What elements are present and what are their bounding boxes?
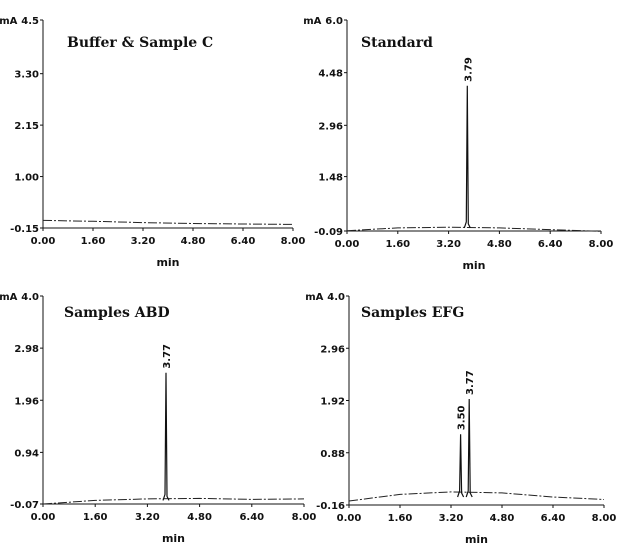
panel-1: -0.15 1.00 2.15 3.30 4.5mA 0.00 1.60 3.20 4.80 6.… [0,16,305,269]
x-tick-label: 4.80 [487,239,512,250]
y-tick-label: -0.16 [316,501,345,512]
x-tick-label: 8.00 [281,236,306,247]
x-axis-title: min [162,532,185,545]
peak-trace [465,398,473,498]
x-tick-label: 6.40 [541,513,566,524]
y-tick-label: 1.00 [14,173,39,184]
peak-label: 3.77 [162,344,173,369]
x-tick-label: 8.00 [592,513,617,524]
y-unit-label: mA [303,16,321,27]
y-tick-label: 2.96 [320,344,345,355]
y-tick-label: 4.48 [318,69,343,80]
x-tick-label: 0.00 [31,236,56,247]
x-tick-label: 1.60 [388,513,413,524]
y-unit-label: mA [0,292,18,303]
y-unit-label: mA [0,16,18,27]
x-tick-label: 6.40 [231,236,256,247]
y-tick-label: -0.15 [10,224,39,235]
y-tick-label: 3.30 [14,70,39,81]
y-tick-label: 0.94 [14,448,39,459]
peak-label: 3.79 [463,57,474,82]
y-tick-label: -0.09 [314,227,343,238]
x-tick-label: 0.00 [337,513,362,524]
x-axis-title: min [465,533,488,546]
x-axis-title: min [156,256,179,269]
baseline-trace [42,219,294,225]
panel-title: Samples EFG [361,305,464,321]
y-tick-label: 4.0 [21,292,39,303]
peak-trace [457,434,465,498]
peak-trace [463,85,471,229]
y-unit-label: mA [305,292,323,303]
x-tick-label: 3.20 [135,512,160,523]
x-tick-label: 1.60 [385,239,410,250]
y-tick-label: 1.92 [320,397,345,408]
x-tick-label: 3.20 [436,239,461,250]
panel-4: -0.16 0.88 1.92 2.96 4.0 mA 0.00 1.60 3.20 4.80 6.… [305,292,616,546]
y-tick-label: 4.5 [21,16,39,27]
x-tick-label: 4.80 [490,513,515,524]
x-tick-label: 3.20 [131,236,156,247]
y-tick-label: -0.07 [10,500,39,511]
baseline-trace [348,491,605,502]
x-tick-label: 3.20 [439,513,464,524]
baseline-trace [42,497,305,505]
baseline-trace [346,226,602,232]
y-tick-label: 4.0 [327,292,345,303]
y-tick-label: 6.0 [325,16,343,27]
panel-3: -0.07 0.94 1.96 2.98 4.0mA 0.00 1.60 3.20 4.80 6.… [0,292,316,545]
panel-title: Standard [361,35,433,51]
x-axis-title: min [462,259,485,272]
y-tick-label: 0.88 [320,449,345,460]
x-tick-label: 8.00 [292,512,317,523]
panel-title: Samples ABD [64,305,170,321]
x-tick-label: 6.40 [538,239,563,250]
y-tick-label: 1.48 [318,173,343,184]
y-tick-label: 1.96 [14,396,39,407]
x-tick-label: 6.40 [239,512,264,523]
panel-2: -0.09 1.48 2.96 4.48 6.0 mA 0.00 1.60 3.20 4.80 6.… [303,16,613,272]
y-tick-label: 2.96 [318,121,343,132]
y-tick-label: 2.98 [14,344,39,355]
y-tick-label: 2.15 [14,121,39,132]
peak-label: 3.77 [465,370,476,395]
x-tick-label: 1.60 [81,236,106,247]
peak-label: 3.50 [457,405,468,430]
x-tick-label: 8.00 [589,239,614,250]
x-tick-label: 4.80 [181,236,206,247]
peak-trace [162,372,170,501]
x-tick-label: 0.00 [335,239,360,250]
x-tick-label: 0.00 [31,512,56,523]
x-tick-label: 1.60 [83,512,108,523]
x-tick-label: 4.80 [187,512,212,523]
panel-title: Buffer & Sample C [67,35,213,51]
